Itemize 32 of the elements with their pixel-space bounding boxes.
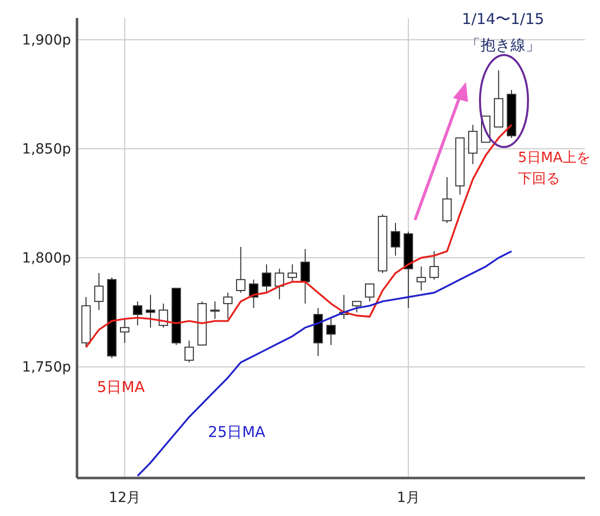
series-label: 25日MA (208, 423, 266, 441)
candlestick (146, 294, 156, 328)
y-tick-label: 1,900p (22, 32, 72, 49)
candlestick (274, 268, 284, 300)
candlestick (120, 318, 130, 344)
line-series (85, 124, 512, 348)
candlestick (390, 222, 400, 256)
candlestick (210, 300, 220, 320)
candlestick (262, 264, 272, 294)
candlestick (184, 340, 194, 363)
x-tick-label: 12月 (108, 490, 141, 506)
y-tick-label: 1,850p (22, 142, 72, 158)
x-tick-label: 1月 (396, 490, 420, 506)
y-tick-label: 1,800p (22, 250, 72, 267)
candlestick (94, 272, 104, 311)
annotation: 「抱き線」 (466, 36, 540, 54)
annotation: 1/14〜1/15 (462, 10, 544, 28)
candlestick (352, 300, 362, 313)
candlestick (429, 250, 439, 280)
candlestick (288, 264, 298, 282)
text: 5日MA上を下回る (518, 150, 591, 187)
candlestick (416, 266, 426, 292)
candlestick (132, 300, 142, 326)
text: 5日MA (97, 378, 146, 396)
y-tick-label: 1,750p (22, 360, 72, 376)
candlestick (236, 246, 246, 294)
candlestick (223, 292, 233, 320)
candlestick (364, 283, 374, 302)
candlestick (326, 318, 336, 346)
candlestick (442, 176, 452, 224)
candlestick (300, 248, 310, 304)
candlestick (468, 124, 478, 165)
